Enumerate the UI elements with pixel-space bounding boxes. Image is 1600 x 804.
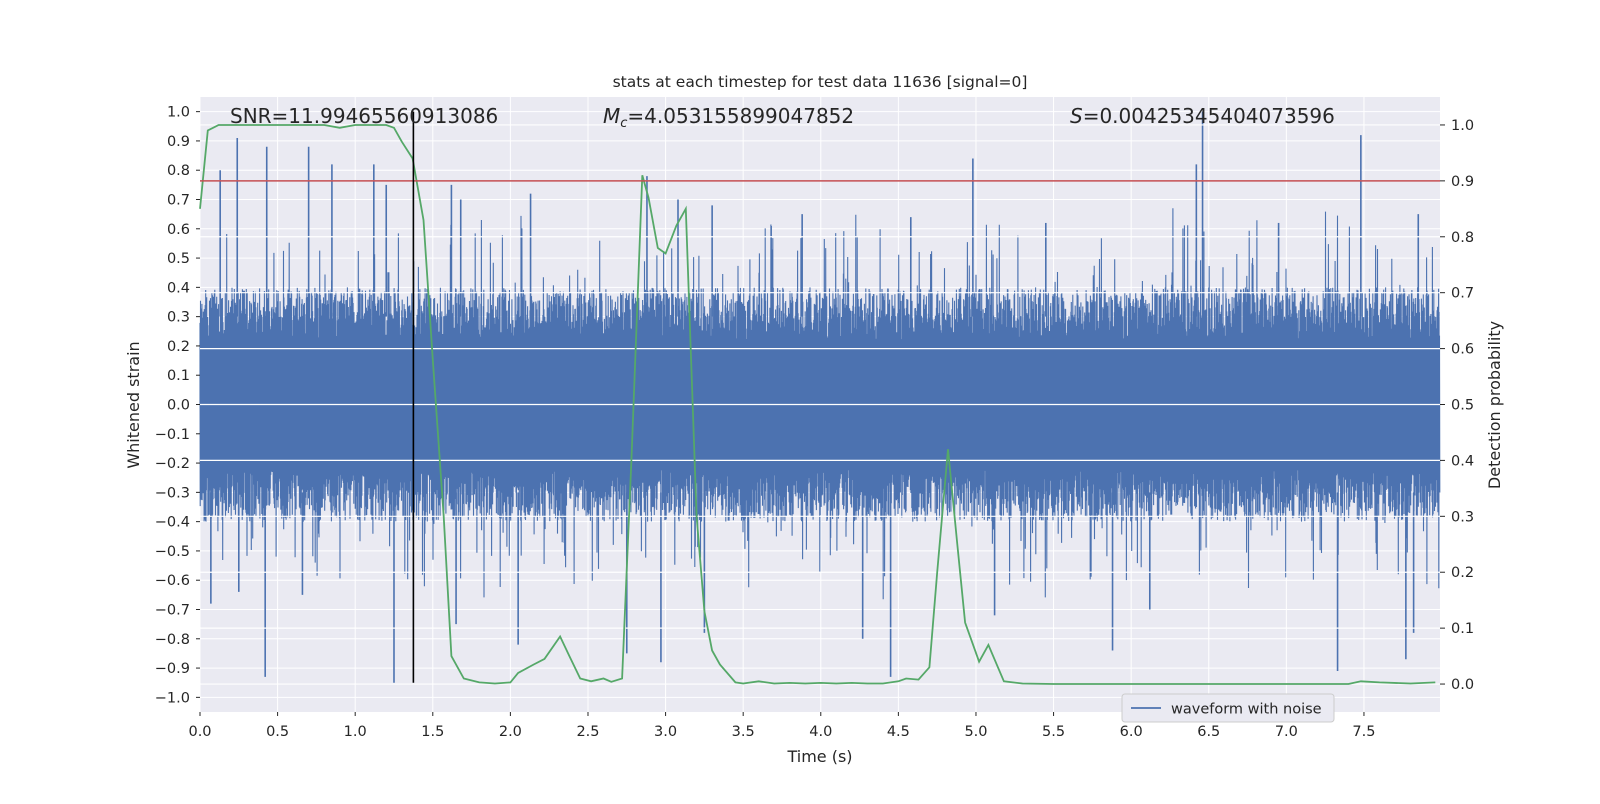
- right-y-axis-label: Detection probability: [1485, 321, 1504, 489]
- left-y-tick-label: −0.2: [155, 456, 190, 472]
- x-axis-ticks: 0.0 0.5 1.0 1.5 2.0 2.5 3.0 3.5 4.0 4.5 5.0 5.5 6.0 6…: [188, 712, 1375, 740]
- x-tick-label: 2.5: [576, 724, 599, 740]
- right-y-tick-label: 0.6: [1451, 342, 1474, 358]
- legend-label: waveform with noise: [1171, 702, 1322, 718]
- right-y-tick-label: 0.2: [1451, 565, 1474, 581]
- right-y-tick-label: 0.1: [1451, 621, 1474, 637]
- x-tick-label: 4.5: [887, 724, 910, 740]
- left-y-tick-label: −0.7: [155, 603, 190, 619]
- left-y-tick-label: −0.1: [155, 427, 190, 443]
- left-y-tick-label: −0.5: [155, 544, 190, 560]
- right-y-axis-ticks: 1.0 0.9 0.8 0.7 0.6 0.5 0.4 0.3 0.2 0.1 0.0: [1440, 118, 1474, 693]
- left-y-tick-label: 0.1: [167, 368, 190, 384]
- detection-probability-line: [199, 124, 1436, 685]
- left-y-tick-label: −0.9: [155, 661, 190, 677]
- x-tick-label: 7.0: [1275, 724, 1298, 740]
- x-axis-label: Time (s): [786, 747, 852, 766]
- left-y-tick-label: −0.3: [155, 485, 190, 501]
- right-y-tick-label: 1.0: [1451, 118, 1474, 134]
- chirp-mass-annotation: Mc=4.053155899047852: [603, 104, 854, 131]
- left-y-tick-label: 0.2: [167, 339, 190, 355]
- left-y-tick-label: −0.8: [155, 632, 190, 648]
- x-tick-label: 5.5: [1042, 724, 1065, 740]
- left-y-tick-label: 0.8: [167, 163, 190, 179]
- x-tick-label: 6.0: [1120, 724, 1143, 740]
- left-y-tick-label: 0.6: [167, 222, 190, 238]
- x-tick-label: 4.0: [809, 724, 832, 740]
- left-y-tick-label: 0.5: [167, 251, 190, 267]
- right-y-tick-label: 0.7: [1451, 286, 1474, 302]
- legend-box: [1121, 693, 1335, 723]
- x-tick-label: 5.0: [964, 724, 987, 740]
- left-y-tick-label: 0.3: [167, 310, 190, 326]
- right-y-tick-label: 0.5: [1451, 398, 1474, 414]
- left-y-tick-label: 0.0: [167, 398, 190, 414]
- x-tick-label: 0.5: [266, 724, 289, 740]
- chart-title: stats at each timestep for test data 116…: [613, 73, 1028, 91]
- left-y-tick-label: 0.4: [167, 280, 190, 296]
- detection-probability-series: [199, 124, 1436, 685]
- right-y-tick-label: 0.4: [1451, 453, 1474, 469]
- x-tick-label: 3.0: [654, 724, 677, 740]
- x-tick-label: 1.0: [344, 724, 367, 740]
- x-tick-label: 1.5: [421, 724, 444, 740]
- right-y-tick-label: 0.8: [1451, 230, 1474, 246]
- left-y-axis-label: Whitened strain: [124, 341, 143, 468]
- left-y-tick-label: −1.0: [155, 690, 190, 706]
- x-tick-label: 2.0: [499, 724, 522, 740]
- left-y-tick-label: −0.6: [155, 573, 190, 589]
- x-tick-label: 6.5: [1197, 724, 1220, 740]
- x-tick-label: 3.5: [732, 724, 755, 740]
- right-y-tick-label: 0.9: [1451, 174, 1474, 190]
- snr-annotation: SNR=11.99465560913086: [230, 104, 498, 128]
- left-y-tick-label: 0.7: [167, 193, 190, 209]
- legend: waveform with noise: [1121, 693, 1335, 723]
- x-tick-label: 7.5: [1352, 724, 1375, 740]
- left-y-tick-label: −0.4: [155, 515, 190, 531]
- x-tick-label: 0.0: [188, 724, 211, 740]
- right-y-tick-label: 0.0: [1451, 677, 1474, 693]
- left-y-axis-ticks: 1.0 0.9 0.8 0.7 0.6 0.5 0.4 0.3 0.2 0.1 0.0 −0.1 −0.…: [155, 105, 200, 706]
- left-y-tick-label: 1.0: [167, 105, 190, 121]
- s-annotation: S=0.00425345404073596: [1070, 104, 1335, 128]
- right-y-tick-label: 0.3: [1451, 509, 1474, 525]
- left-y-tick-label: 0.9: [167, 134, 190, 150]
